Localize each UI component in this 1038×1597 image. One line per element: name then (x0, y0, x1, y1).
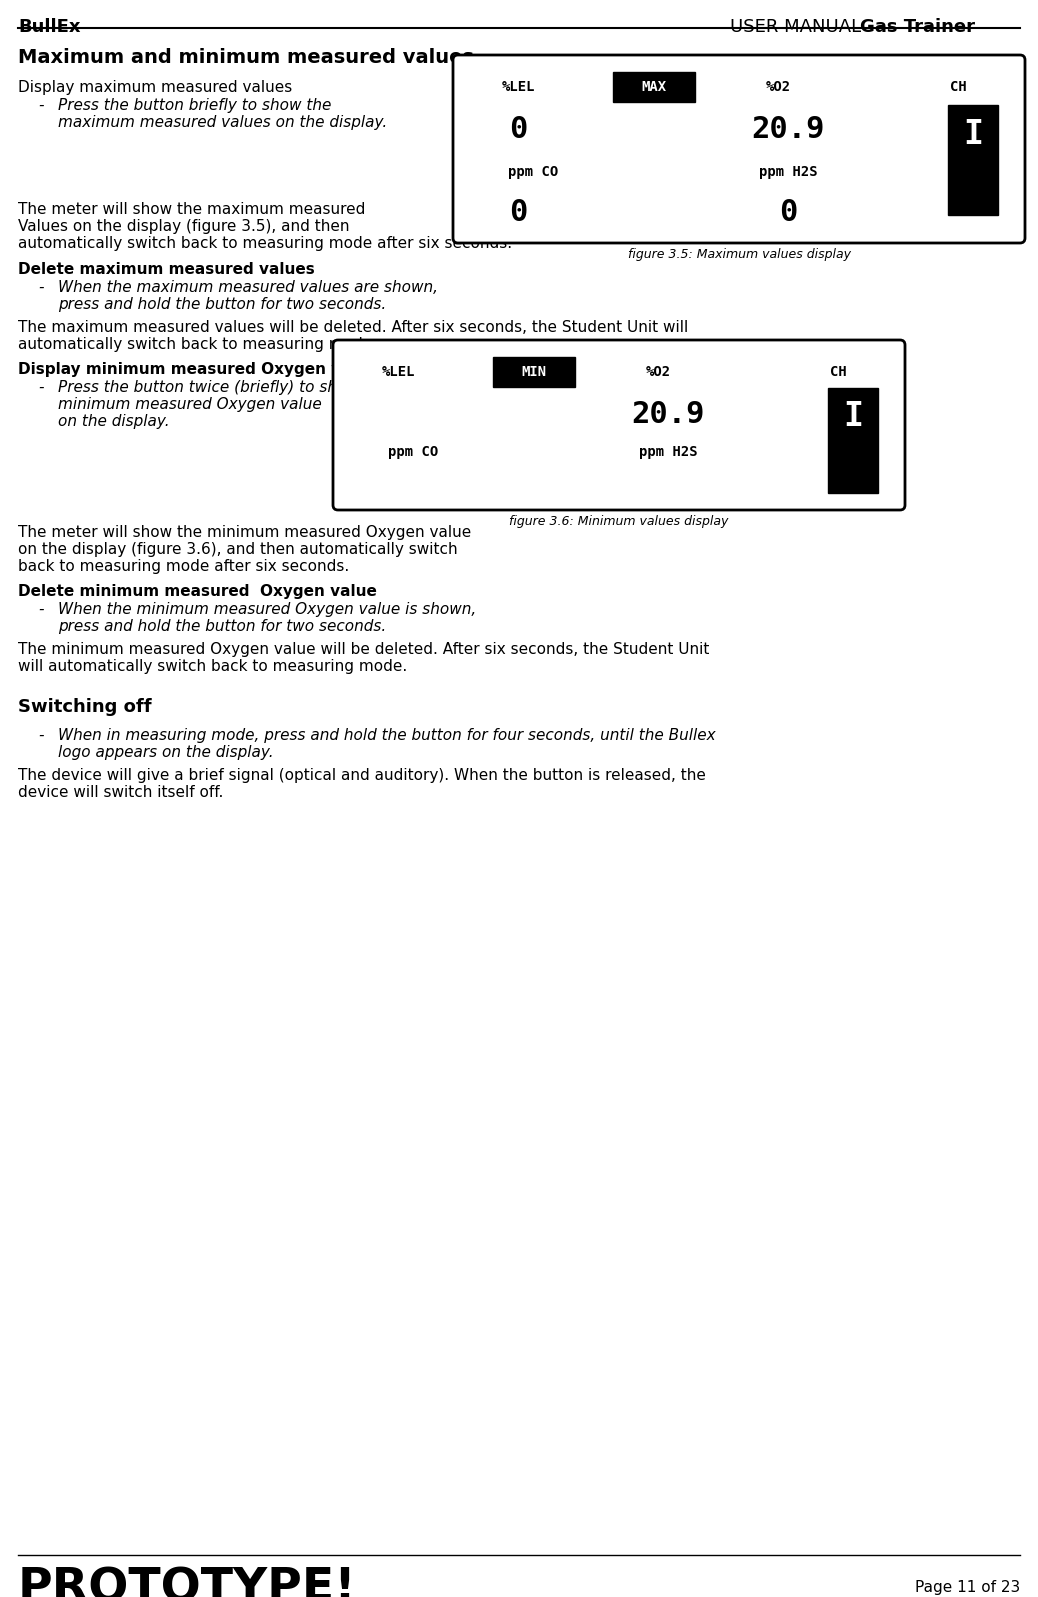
Text: automatically switch back to measuring mode after six seconds.: automatically switch back to measuring m… (18, 236, 512, 251)
Text: back to measuring mode after six seconds.: back to measuring mode after six seconds… (18, 559, 349, 573)
Text: Page 11 of 23: Page 11 of 23 (914, 1579, 1020, 1595)
Text: PROTOTYPE!: PROTOTYPE! (18, 1567, 357, 1597)
Text: on the display (figure 3.6), and then automatically switch: on the display (figure 3.6), and then au… (18, 541, 458, 557)
Text: ppm CO: ppm CO (388, 446, 438, 458)
Text: Delete minimum measured  Oxygen value: Delete minimum measured Oxygen value (18, 585, 377, 599)
Text: The maximum measured values will be deleted. After six seconds, the Student Unit: The maximum measured values will be dele… (18, 319, 688, 335)
Text: %LEL: %LEL (501, 80, 535, 94)
Text: The device will give a brief signal (optical and auditory). When the button is r: The device will give a brief signal (opt… (18, 768, 706, 783)
Text: When the maximum measured values are shown,: When the maximum measured values are sho… (58, 279, 438, 295)
Text: -: - (38, 602, 44, 616)
Text: I: I (963, 118, 983, 152)
Text: will automatically switch back to measuring mode.: will automatically switch back to measur… (18, 660, 407, 674)
Text: USER MANUAL: USER MANUAL (730, 18, 867, 37)
Text: -: - (38, 380, 44, 394)
Text: MAX: MAX (641, 80, 666, 94)
Text: press and hold the button for two seconds.: press and hold the button for two second… (58, 620, 386, 634)
Text: %LEL: %LEL (381, 366, 415, 378)
Text: ppm H2S: ppm H2S (759, 164, 817, 179)
Text: 20.9: 20.9 (631, 399, 705, 430)
Text: The meter will show the minimum measured Oxygen value: The meter will show the minimum measured… (18, 525, 471, 540)
Text: maximum measured values on the display.: maximum measured values on the display. (58, 115, 387, 129)
Text: Values on the display (figure 3.5), and then: Values on the display (figure 3.5), and … (18, 219, 350, 235)
Text: -: - (38, 728, 44, 743)
Text: I: I (843, 399, 863, 433)
Text: CH: CH (829, 366, 846, 378)
Text: -: - (38, 279, 44, 295)
FancyBboxPatch shape (453, 54, 1025, 243)
Text: automatically switch back to measuring mode.: automatically switch back to measuring m… (18, 337, 377, 351)
Text: When the minimum measured Oxygen value is shown,: When the minimum measured Oxygen value i… (58, 602, 476, 616)
Text: figure 3.5: Maximum values display: figure 3.5: Maximum values display (628, 248, 850, 260)
Text: device will switch itself off.: device will switch itself off. (18, 786, 223, 800)
Text: Gas Trainer: Gas Trainer (861, 18, 975, 37)
Text: Press the button briefly to show the: Press the button briefly to show the (58, 97, 331, 113)
Text: Press the button twice (briefly) to show the: Press the button twice (briefly) to show… (58, 380, 389, 394)
Bar (613, 72, 695, 102)
Text: Delete maximum measured values: Delete maximum measured values (18, 262, 315, 276)
Text: 0: 0 (509, 115, 527, 144)
Text: minimum measured Oxygen value: minimum measured Oxygen value (58, 398, 322, 412)
Bar (948, 105, 998, 216)
Text: -: - (38, 97, 44, 113)
Text: The meter will show the maximum measured: The meter will show the maximum measured (18, 201, 365, 217)
Text: Maximum and minimum measured values: Maximum and minimum measured values (18, 48, 474, 67)
Text: The minimum measured Oxygen value will be deleted. After six seconds, the Studen: The minimum measured Oxygen value will b… (18, 642, 709, 656)
Text: ppm CO: ppm CO (508, 164, 558, 179)
Bar (493, 358, 575, 386)
Text: 20.9: 20.9 (752, 115, 825, 144)
Text: BullEx: BullEx (18, 18, 81, 37)
FancyBboxPatch shape (333, 340, 905, 509)
Bar (828, 388, 878, 493)
Text: MIN: MIN (521, 366, 547, 378)
Text: on the display.: on the display. (58, 414, 169, 430)
Text: press and hold the button for two seconds.: press and hold the button for two second… (58, 297, 386, 311)
Text: logo appears on the display.: logo appears on the display. (58, 744, 274, 760)
Text: Display maximum measured values: Display maximum measured values (18, 80, 293, 94)
Text: %O2: %O2 (765, 80, 791, 94)
Text: figure 3.6: Minimum values display: figure 3.6: Minimum values display (510, 514, 729, 529)
Text: ppm H2S: ppm H2S (638, 446, 698, 458)
Text: CH: CH (950, 80, 966, 94)
Text: 0: 0 (778, 198, 797, 227)
Text: Display minimum measured Oxygen value: Display minimum measured Oxygen value (18, 363, 378, 377)
Text: 0: 0 (509, 198, 527, 227)
Text: When in measuring mode, press and hold the button for four seconds, until the Bu: When in measuring mode, press and hold t… (58, 728, 715, 743)
Text: Switching off: Switching off (18, 698, 152, 715)
Text: %O2: %O2 (646, 366, 671, 378)
